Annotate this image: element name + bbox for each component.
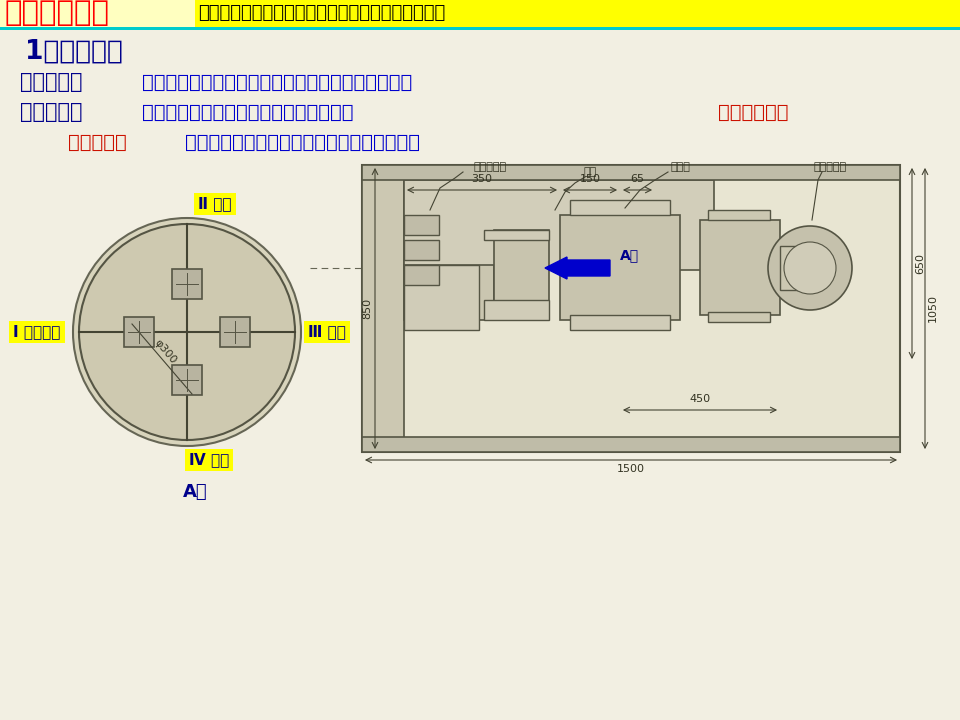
Text: 1500: 1500 [617,464,645,474]
Bar [362,165,900,452]
Text: 1050: 1050 [928,294,938,323]
Text: 工件: 工件 [584,167,596,177]
Text: 650: 650 [915,253,925,274]
Text: 二、设计题目: 二、设计题目 [5,0,110,27]
Text: A向: A向 [620,248,639,262]
Text: 机床构成：: 机床构成： [20,72,83,92]
Bar [484,300,549,320]
Text: 350: 350 [471,174,492,184]
Bar [172,365,202,395]
Text: 回转工作台: 回转工作台 [473,162,507,172]
Bar [700,220,780,315]
Bar [362,165,900,180]
Text: Ⅲ 扩孔: Ⅲ 扩孔 [308,325,346,340]
Text: ：专用机床的刀具进给机构和工作台转位机构的设计: ：专用机床的刀具进给机构和工作台转位机构的设计 [198,4,445,22]
Text: φ300: φ300 [152,338,178,366]
Text: 工作原理：: 工作原理： [20,102,83,122]
Bar [362,165,404,452]
Bar [404,265,494,320]
Bar [195,0,960,27]
Text: 专用电动机: 专用电动机 [813,162,847,172]
Bar [172,269,202,299]
Text: Ⅳ 铰孔: Ⅳ 铰孔 [189,452,229,467]
Bar [484,230,549,240]
Bar [404,240,439,260]
Bar [0,27,960,30]
Text: 装卸、钻孔、: 装卸、钻孔、 [718,102,788,122]
Circle shape [73,218,301,446]
Bar [708,210,770,220]
Bar [780,246,812,290]
Text: 扩孔、铰孔: 扩孔、铰孔 [68,132,127,151]
Bar [570,315,670,330]
Bar [362,437,900,452]
Bar [708,312,770,322]
Bar [124,317,154,347]
Text: 工作，工作台每转位一次完成一个工件加工。: 工作，工作台每转位一次完成一个工件加工。 [185,132,420,151]
Bar [494,230,549,305]
Bar [404,265,439,285]
Bar [404,180,714,270]
Bar [220,317,250,347]
FancyArrow shape [545,257,610,279]
Text: 850: 850 [362,298,372,319]
Text: 450: 450 [689,394,710,404]
Text: Ⅰ 装卸工件: Ⅰ 装卸工件 [13,325,60,340]
Text: 150: 150 [580,174,601,184]
Bar [570,200,670,215]
Bar [0,0,195,27]
Bar [404,215,439,235]
Text: 主轴箱: 主轴箱 [670,162,690,172]
Text: 65: 65 [631,174,644,184]
Text: A向: A向 [182,483,207,501]
Text: Ⅱ 钻孔: Ⅱ 钻孔 [199,197,231,212]
Bar [560,215,680,320]
Bar [404,265,479,330]
Text: 主轴箱进给机构、工作台转位与定位、主传动系统。: 主轴箱进给机构、工作台转位与定位、主传动系统。 [142,73,412,91]
Text: 主轴箱往返一次，在四个工位上同时进行: 主轴箱往返一次，在四个工位上同时进行 [142,102,353,122]
Circle shape [768,226,852,310]
Text: 1、题目简介: 1、题目简介 [25,39,123,65]
Circle shape [79,224,295,440]
Circle shape [784,242,836,294]
